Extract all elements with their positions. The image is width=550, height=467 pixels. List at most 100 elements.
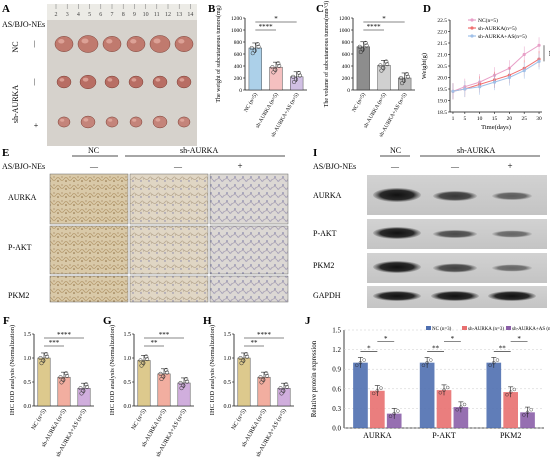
ihc-image-pkm2-sh [129, 275, 209, 303]
bar [503, 392, 518, 428]
data-point [399, 75, 404, 81]
data-point [463, 87, 467, 91]
data-point [379, 68, 384, 73]
data-point [459, 405, 463, 409]
y-tick-label: 200 [342, 76, 351, 82]
row-label-p-akt: P-AKT [8, 243, 32, 252]
data-point [522, 69, 526, 73]
tumor-highlight [155, 118, 161, 122]
data-point [285, 384, 290, 389]
y-tick-label: 19.0 [437, 99, 447, 105]
sign-3: + [237, 161, 242, 171]
data-point [244, 352, 249, 357]
data-point [273, 67, 278, 72]
data-point [144, 354, 149, 359]
data-point [284, 382, 289, 387]
ihc-image-pkm2-sh-as [209, 275, 289, 303]
data-point [385, 62, 390, 67]
data-point [400, 81, 405, 86]
panel-d-chart: D Weight(g) Time(days) 18.5 19.0 19.5 20.0 20.5… [421, 3, 550, 131]
tumor-specimen [105, 116, 119, 128]
data-point [362, 358, 366, 362]
data-point [451, 89, 455, 93]
panel-g: G IHC IOD analysis (Normalization) 0.0 0.5 1… [100, 312, 200, 462]
ihc-image-pkm2-nc [49, 275, 129, 303]
y-tick-label: 21.0 [437, 53, 447, 59]
tumor-specimen [102, 36, 122, 52]
tumor-highlight [180, 118, 185, 122]
data-point [445, 385, 450, 390]
y-axis-label: IHC IOD analysis (Normalization) [109, 325, 116, 415]
band-aurka-1 [373, 188, 421, 202]
ihc-image-pakt-sh [129, 225, 209, 275]
data-point [404, 72, 410, 77]
x-category-label: NC (n=5) [130, 408, 148, 432]
data-point [292, 79, 297, 85]
band-aurka-3 [492, 192, 532, 200]
x-category-label: NC (n=5) [242, 91, 259, 113]
tumor-specimen [57, 116, 71, 128]
data-point [164, 367, 169, 373]
data-point [396, 409, 400, 413]
panel-b: B The weight of subcutaneous tumors(mg) 0 2… [205, 0, 315, 150]
tumor-highlight [130, 39, 137, 44]
data-point [64, 371, 69, 376]
tumor-specimen [149, 35, 171, 53]
significance-label: ** [432, 345, 440, 353]
row-mark-1: — [30, 40, 38, 49]
data-point [252, 48, 257, 53]
ihc-image-aurka-nc [49, 173, 129, 225]
legend-swatch [462, 326, 467, 330]
ruler [47, 4, 197, 20]
data-point [522, 413, 526, 417]
row-mark-2: — [30, 78, 38, 87]
row-mark-3: + [34, 121, 39, 130]
tumor-highlight [81, 38, 89, 44]
blot-strips [367, 175, 547, 308]
y-tick-label: 800 [234, 40, 243, 46]
blot-label-pkm2: PKM2 [313, 261, 334, 270]
panel-letter: F [3, 315, 10, 327]
data-point [537, 59, 541, 64]
data-point [529, 408, 533, 412]
panel-letter: H [203, 315, 212, 327]
tumor-specimen [128, 75, 144, 89]
data-point [488, 363, 492, 367]
panel-e: E NC sh-AURKA AS/BJO-NEs — — + AURKA P-A… [0, 143, 290, 303]
y-tick-label: 0.5 [224, 380, 232, 386]
y-tick-label: 600 [342, 52, 351, 58]
blot-group-sh-aurka: sh-AURKA [457, 146, 495, 155]
data-point [512, 387, 517, 392]
data-point [405, 74, 410, 79]
y-tick-label: 0 [239, 88, 242, 94]
legend-marker [470, 18, 474, 22]
ruler-number: 8 [122, 12, 125, 18]
y-tick-label: 1.0 [24, 356, 32, 362]
blot-sign-2: — [450, 162, 460, 171]
legend-label: sh-AURKA+AS (n=3) [512, 327, 550, 332]
ihc-image-pakt-nc [49, 225, 129, 275]
data-point [384, 59, 389, 64]
panel-a-svg: A AS/BJO-NEs 2 3 4 5 6 7 8 9 10 11 12 13 14 NC sh-AU… [2, 3, 197, 146]
significance-label: ** [499, 345, 507, 353]
significance-label: **** [259, 23, 274, 31]
data-point [438, 391, 443, 395]
data-point [44, 352, 49, 357]
x-tick-label: 10 [477, 116, 483, 122]
panel-letter: B [208, 3, 216, 15]
bar [356, 46, 370, 91]
data-point [158, 371, 163, 376]
significance-label: *** [159, 331, 170, 339]
data-point [462, 402, 467, 407]
row-label-sh-aurka: sh-AURKA [11, 85, 20, 123]
significance-label: **** [257, 331, 272, 339]
data-point [455, 408, 459, 412]
sign-2: — [173, 162, 183, 171]
y-tick-label: 1.5 [332, 327, 341, 335]
data-point [85, 384, 90, 389]
significance-label: **** [367, 23, 382, 31]
y-tick-label: 1200 [339, 16, 350, 22]
panel-i-svg: I NC sh-AURKA AS/BJO-NEs — — + AURKA P-A… [313, 146, 547, 308]
tumor-specimen [174, 36, 194, 52]
